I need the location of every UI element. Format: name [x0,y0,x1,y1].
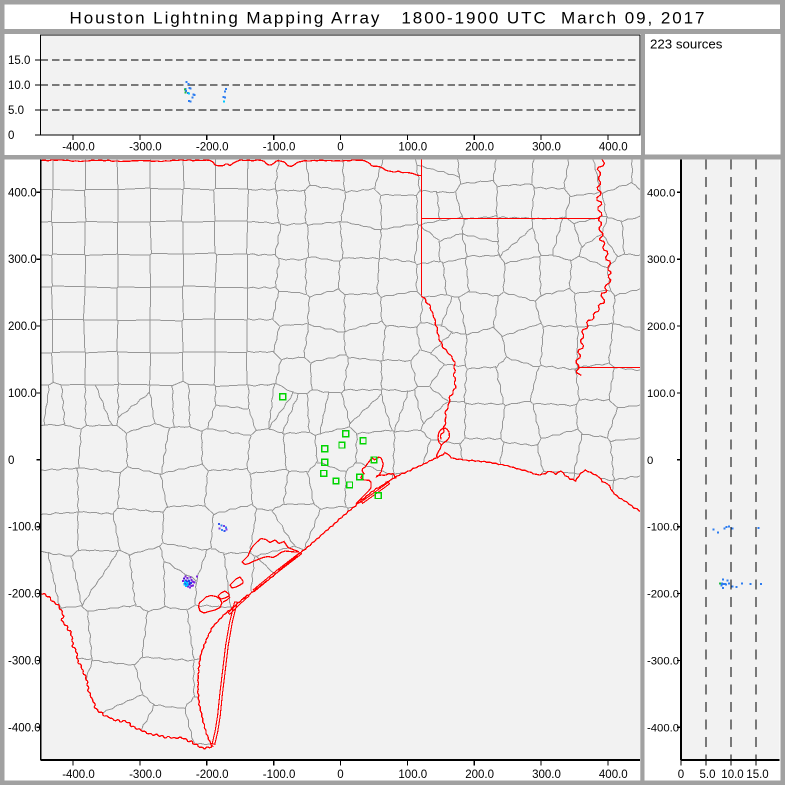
svg-text:400.0: 400.0 [8,187,37,199]
svg-text:100.0: 100.0 [398,769,427,781]
svg-text:-300.0: -300.0 [647,655,679,667]
svg-text:5.0: 5.0 [700,769,716,781]
svg-text:-400.0: -400.0 [62,769,95,781]
svg-text:200.0: 200.0 [465,142,494,154]
svg-text:10.0: 10.0 [721,769,743,781]
svg-text:0: 0 [8,455,14,467]
svg-text:-100.0: -100.0 [263,769,296,781]
svg-text:0: 0 [337,142,343,154]
svg-text:15.0: 15.0 [8,55,30,67]
svg-text:200.0: 200.0 [465,769,494,781]
svg-text:223 sources: 223 sources [650,37,723,52]
svg-text:-400.0: -400.0 [647,722,679,734]
svg-text:15.0: 15.0 [746,769,768,781]
svg-text:300.0: 300.0 [532,769,561,781]
svg-text:-200.0: -200.0 [196,769,229,781]
svg-text:-200.0: -200.0 [8,589,41,601]
svg-text:-100.0: -100.0 [647,522,679,534]
svg-text:0: 0 [337,769,343,781]
svg-text:100.0: 100.0 [647,388,675,400]
svg-text:-300.0: -300.0 [129,142,162,154]
svg-text:400.0: 400.0 [599,142,628,154]
svg-text:0: 0 [8,130,14,142]
svg-text:300.0: 300.0 [647,254,675,266]
svg-text:5.0: 5.0 [8,105,24,117]
svg-text:-300.0: -300.0 [129,769,162,781]
svg-text:-400.0: -400.0 [8,722,41,734]
svg-text:100.0: 100.0 [398,142,427,154]
svg-text:-300.0: -300.0 [8,655,41,667]
svg-text:400.0: 400.0 [599,769,628,781]
svg-text:-200.0: -200.0 [196,142,229,154]
svg-text:-100.0: -100.0 [8,522,41,534]
svg-text:400.0: 400.0 [647,187,675,199]
svg-text:200.0: 200.0 [647,321,675,333]
svg-text:-400.0: -400.0 [62,142,95,154]
svg-text:0: 0 [647,455,653,467]
svg-text:300.0: 300.0 [8,254,37,266]
svg-text:-100.0: -100.0 [263,142,296,154]
svg-text:Houston Lightning Mapping Arra: Houston Lightning Mapping Array 1800-190… [70,9,707,28]
svg-text:200.0: 200.0 [8,321,37,333]
svg-text:-200.0: -200.0 [647,589,679,601]
svg-text:0: 0 [678,769,684,781]
svg-text:10.0: 10.0 [8,80,30,92]
svg-text:100.0: 100.0 [8,388,37,400]
svg-text:300.0: 300.0 [532,142,561,154]
